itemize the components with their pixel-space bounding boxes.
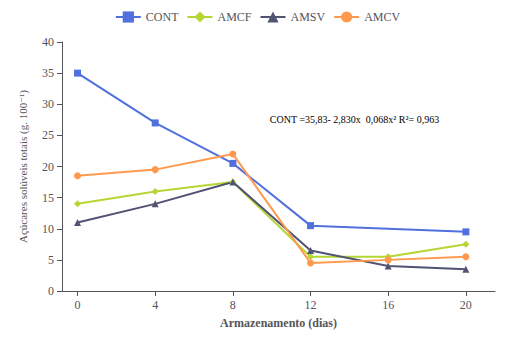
svg-text:30: 30 [42, 97, 54, 111]
svg-text:AMCF: AMCF [217, 10, 251, 24]
svg-text:20: 20 [460, 298, 472, 312]
svg-text:16: 16 [382, 298, 394, 312]
svg-text:Armazenamento (dias): Armazenamento (dias) [220, 316, 337, 330]
svg-text:4: 4 [152, 298, 158, 312]
svg-text:25: 25 [42, 128, 54, 142]
svg-text:CONT =35,83- 2,830x 0,068x² R: CONT =35,83- 2,830x 0,068x² R²= 0,963 [270, 114, 439, 125]
svg-text:15: 15 [42, 191, 54, 205]
svg-text:Açúcares solúveis totais (g. 1: Açúcares solúveis totais (g. 100⁻¹) [17, 90, 30, 243]
svg-text:40: 40 [42, 35, 54, 49]
svg-text:AMSV: AMSV [290, 10, 325, 24]
svg-text:0: 0 [75, 298, 81, 312]
svg-text:0: 0 [48, 284, 54, 298]
svg-text:5: 5 [48, 253, 54, 267]
svg-text:CONT: CONT [146, 10, 179, 24]
svg-text:35: 35 [42, 66, 54, 80]
svg-text:10: 10 [42, 222, 54, 236]
svg-text:20: 20 [42, 160, 54, 174]
svg-text:AMCV: AMCV [364, 10, 400, 24]
svg-text:12: 12 [305, 298, 317, 312]
svg-text:8: 8 [230, 298, 236, 312]
